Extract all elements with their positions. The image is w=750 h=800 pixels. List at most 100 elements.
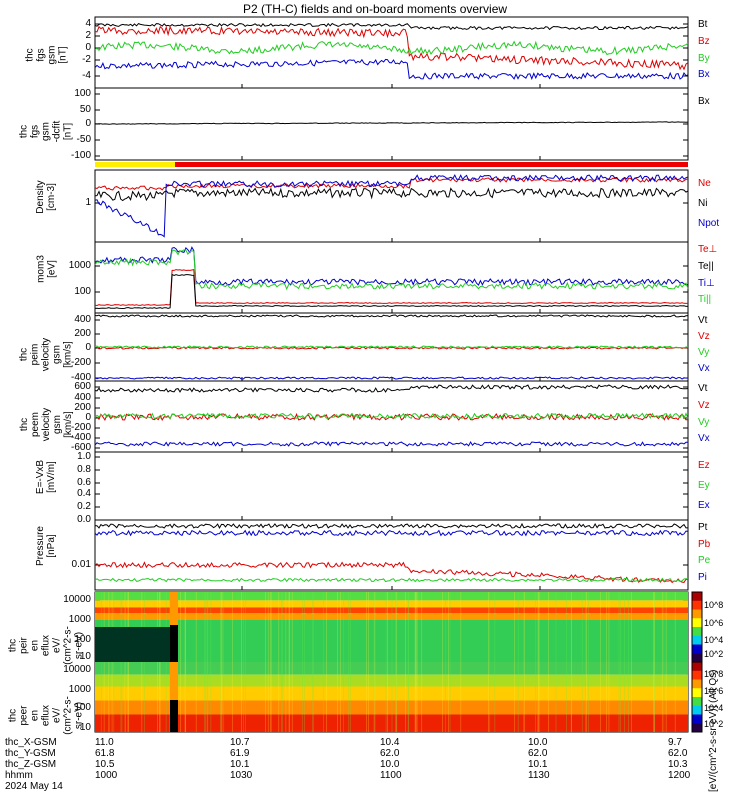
legend-entry-peem: Vt [698, 383, 708, 394]
legend-entry-peem: Vy [698, 416, 710, 428]
series-peim-vy [94, 345, 689, 349]
ytick-label: 0.8 [77, 464, 91, 475]
ytick-label: 10000 [63, 594, 91, 605]
series-ti-par [94, 249, 689, 291]
ytick-label: 200 [74, 402, 91, 413]
series-te-par [94, 273, 689, 310]
series-ne [94, 177, 689, 191]
ytick-label: 1000 [68, 260, 91, 271]
colorbar-peir-swatch [692, 609, 702, 619]
ytick-label: 200 [74, 328, 91, 339]
peer-band [95, 674, 688, 687]
xaxis-value: 10.5 [95, 759, 115, 770]
ytick-label: 2 [85, 30, 91, 41]
ytick-label: 0.01 [71, 559, 91, 570]
panel-frame-density [94, 169, 689, 243]
ytick-label: 0 [85, 118, 91, 129]
peir-band [95, 613, 688, 620]
legend-entry-efield: Ey [698, 480, 710, 491]
legend-entry-density: Ni [698, 198, 708, 209]
xaxis-value: 9.7 [668, 737, 682, 748]
legend-entry-peim: Vt [698, 315, 708, 326]
ytick-label: 100 [74, 702, 91, 713]
colorbar-peir-swatch [692, 627, 702, 637]
xaxis-value: 10.3 [668, 759, 688, 770]
colorbar-tick: 10^2 [704, 719, 724, 729]
ytick-label: 400 [74, 314, 91, 325]
xaxis-value: 62.0 [668, 748, 688, 759]
ytick-label: -50 [76, 134, 91, 145]
legend-entry-temp: Te⊥ [698, 244, 718, 255]
colorbar-peer-swatch [692, 688, 702, 698]
xaxis-value: 10.7 [230, 737, 250, 748]
series-pe [94, 577, 689, 583]
ytick-label: 600 [74, 381, 91, 392]
panel-ylabel-temp: mom3 [eV] [35, 254, 57, 283]
colorbar-label: [eV/(cm^2-s-sr-eV)] (All Qs) [708, 669, 719, 792]
ytick-label: -2 [82, 54, 91, 65]
legend-entry-peem: Vz [698, 399, 710, 411]
ytick-label: 1000 [68, 684, 91, 695]
peir-band [95, 607, 688, 613]
panel-ylabel-pressure: Pressure [nPa] [35, 526, 57, 567]
peer-band [95, 662, 688, 675]
colorbar-peir-swatch [692, 600, 702, 610]
xaxis-value: 1200 [668, 770, 691, 781]
xaxis-value: 10.1 [528, 759, 548, 770]
xaxis-value: 10.4 [380, 737, 400, 748]
ytick-label: -400 [70, 432, 91, 443]
legend-entry-peim: Vz [698, 331, 710, 342]
ytick-label: -100 [70, 150, 91, 161]
colorbar-peer-swatch [692, 662, 702, 672]
ytick-label: 100 [74, 88, 91, 99]
series-bx-dcfit [94, 121, 689, 125]
colorbar-peir-swatch [692, 644, 702, 654]
legend-entry-peim: Vy [698, 347, 710, 358]
xaxis-row-label: thc_X-GSM [5, 737, 57, 748]
series-bz [94, 25, 689, 71]
mode-bar-fast [175, 162, 688, 167]
xaxis-value: 10.0 [380, 759, 400, 770]
legend-entry-pressure: Pi [698, 571, 707, 583]
colorbar-peir-swatch [692, 635, 702, 645]
panel-ylabel-efield: E=-VxB [mV/m] [35, 459, 57, 495]
ytick-label: 0.6 [77, 477, 91, 488]
legend-entry-pressure: Pe [698, 555, 711, 566]
series-peem-vx [94, 440, 689, 447]
ytick-label: 0 [85, 412, 91, 423]
series-peem-vz [94, 412, 689, 421]
xaxis-value: 1000 [95, 770, 118, 781]
colorbar-peir-swatch [692, 653, 702, 663]
legend-entry-temp: Te|| [698, 260, 714, 272]
peer-transition [170, 662, 178, 732]
series-bx [94, 58, 689, 81]
series-peem-vt [94, 384, 689, 393]
ytick-label: 100 [74, 286, 91, 297]
xaxis-value: 61.8 [95, 748, 115, 759]
xaxis-row-label: thc_Y-GSM [5, 748, 56, 759]
xaxis-value: 10.0 [528, 737, 548, 748]
xaxis-value: 61.9 [230, 748, 250, 759]
colorbar-tick: 10^8 [704, 669, 724, 679]
legend-entry-peem: Vx [698, 433, 710, 445]
peir-band [95, 600, 688, 608]
ytick-label: 4 [85, 18, 91, 29]
xaxis-date: 2024 May 14 [5, 781, 63, 792]
ytick-label: 100 [74, 634, 91, 645]
legend-entry-density: Ne [698, 178, 711, 189]
peir-band [95, 620, 688, 662]
series-pi [94, 529, 689, 537]
colorbar-peir-swatch [692, 592, 702, 602]
ytick-label: 1000 [68, 614, 91, 625]
peir-band [95, 592, 688, 601]
colorbar-peer-swatch [692, 723, 702, 733]
legend-entry-fgs: Bz [698, 35, 710, 47]
series-by [94, 40, 689, 56]
peir-gap [170, 625, 178, 662]
series-peim-vx [94, 376, 689, 380]
ytick-label: 1 [85, 197, 91, 208]
peer-band [95, 714, 688, 732]
panel-ylabel-density: Density [cm-3] [35, 180, 57, 214]
ytick-label: 10000 [63, 664, 91, 675]
